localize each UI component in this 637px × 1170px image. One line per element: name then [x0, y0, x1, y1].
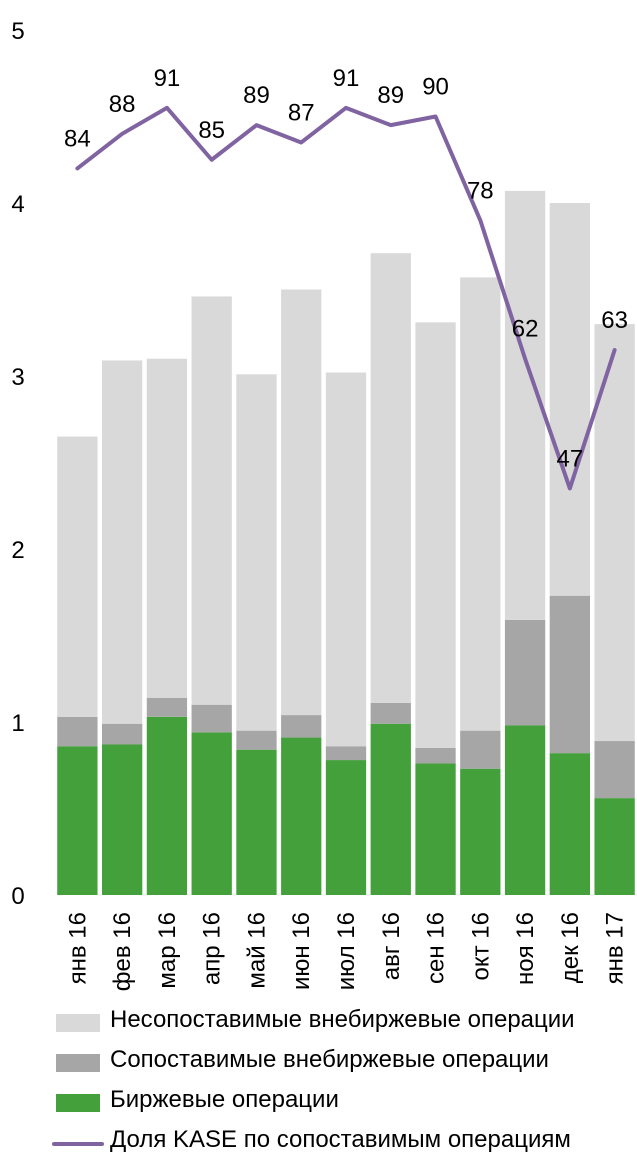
- line-data-label: 91: [154, 65, 181, 92]
- bar-segment: [236, 374, 277, 731]
- x-tick-label: апр 16: [199, 912, 226, 985]
- bar-segment: [146, 358, 188, 698]
- line-data-label: 62: [512, 316, 539, 343]
- bar-segment: [236, 749, 277, 895]
- legend-item-exchange: Биржевые операции: [40, 1084, 637, 1124]
- legend-label-non-comparable: Несопоставимые внебиржевые операции: [110, 1006, 575, 1033]
- data-labels: 84 88 91 85 89 87 91 89 90 78 62 47 63: [64, 65, 628, 473]
- legend-item-comparable: Сопоставимые внебиржевые операции: [40, 1044, 637, 1084]
- bar-segment: [146, 697, 188, 717]
- bar-segment: [102, 723, 143, 745]
- line-data-label: 91: [333, 65, 360, 92]
- line-data-label: 84: [64, 125, 91, 152]
- legend-swatch-comparable: [56, 1054, 100, 1072]
- bar-segment: [415, 747, 456, 764]
- line-data-label: 63: [601, 307, 628, 334]
- x-tick-label: авг 16: [378, 912, 405, 980]
- bar-segment: [370, 702, 411, 724]
- bar-segment: [415, 763, 456, 895]
- bar-segment: [460, 730, 501, 769]
- legend-label-kase-share: Доля KASE по сопоставимым операциям: [110, 1126, 571, 1153]
- bar-segment: [549, 595, 590, 754]
- y-tick-label: 0: [11, 883, 24, 910]
- y-tick-label: 4: [11, 191, 24, 218]
- line-data-label: 89: [377, 82, 404, 109]
- bar-segment: [146, 716, 188, 895]
- bar-segment: [504, 619, 546, 726]
- line-data-label: 78: [467, 177, 494, 204]
- legend-label-comparable: Сопоставимые внебиржевые операции: [110, 1046, 549, 1073]
- bar-segment: [370, 723, 411, 895]
- x-tick-label: мар 16: [154, 912, 181, 989]
- bar-segment: [549, 753, 590, 895]
- bar-segment: [549, 203, 590, 596]
- line-data-label: 88: [109, 91, 136, 118]
- x-tick-label: июн 16: [288, 912, 315, 990]
- bar-segment: [102, 744, 143, 895]
- bar-segment: [370, 253, 411, 703]
- bar-segment: [102, 360, 143, 724]
- legend-swatch-exchange: [56, 1094, 100, 1112]
- x-tick-label: июл 16: [333, 912, 360, 990]
- bar-segment: [325, 372, 367, 747]
- y-tick-label: 5: [11, 18, 24, 45]
- line-data-label: 85: [198, 117, 225, 144]
- legend-item-kase-share: Доля KASE по сопоставимым операциям: [40, 1124, 637, 1164]
- x-tick-label: сен 16: [423, 912, 450, 984]
- x-tick-label: янв 16: [64, 912, 91, 984]
- bar-segment: [504, 725, 546, 895]
- bar-segment: [281, 289, 322, 716]
- bar-segment: [594, 324, 635, 742]
- bar-segment: [594, 798, 635, 895]
- x-tick-label: ноя 16: [512, 912, 539, 985]
- x-tick-label: окт 16: [467, 912, 494, 980]
- x-tick-label: дек 16: [557, 912, 584, 983]
- x-tick-label: май 16: [243, 912, 270, 989]
- kase-share-line: [75, 105, 617, 491]
- x-tick-label: фев 16: [109, 912, 136, 991]
- legend-item-non-comparable: Несопоставимые внебиржевые операции: [40, 1004, 637, 1044]
- legend-swatch-kase-share: [52, 1142, 104, 1146]
- bar-segment: [281, 737, 322, 895]
- bar-segment: [325, 760, 367, 895]
- x-axis: янв 16 фев 16 мар 16 апр 16 май 16 июн 16 июл …: [64, 912, 628, 991]
- bar-segment: [236, 730, 277, 750]
- y-tick-label: 3: [11, 364, 24, 391]
- line-data-label: 89: [243, 82, 270, 109]
- bar-segment: [191, 732, 232, 895]
- x-tick-label: янв 17: [602, 912, 629, 984]
- bar-segment: [460, 277, 501, 731]
- bar-segment: [325, 746, 367, 761]
- y-tick-label: 2: [11, 537, 24, 564]
- bar-segment: [281, 715, 322, 738]
- y-tick-label: 1: [11, 710, 24, 737]
- bar-segment: [504, 190, 546, 620]
- bar-segment: [191, 704, 232, 733]
- legend-label-exchange: Биржевые операции: [110, 1086, 339, 1113]
- line-data-label: 47: [556, 445, 583, 472]
- chart: 0 1 2 3 4 5 84 88 91 85 89 87 91 89 90 78 62 47 63 янв 16…: [11, 18, 635, 991]
- bar-segment: [460, 768, 501, 895]
- bar-segment: [594, 741, 635, 799]
- bar-segment: [57, 746, 98, 895]
- bar-segment: [57, 716, 98, 747]
- y-axis: 0 1 2 3 4 5: [11, 18, 24, 910]
- bar-segment: [57, 436, 98, 717]
- bars: [57, 190, 635, 895]
- bar-segment: [415, 322, 456, 748]
- bar-segment: [191, 296, 232, 705]
- line-data-label: 90: [422, 74, 449, 101]
- line-data-label: 87: [288, 99, 315, 126]
- line-series: [75, 105, 617, 491]
- legend-swatch-non-comparable: [56, 1014, 100, 1032]
